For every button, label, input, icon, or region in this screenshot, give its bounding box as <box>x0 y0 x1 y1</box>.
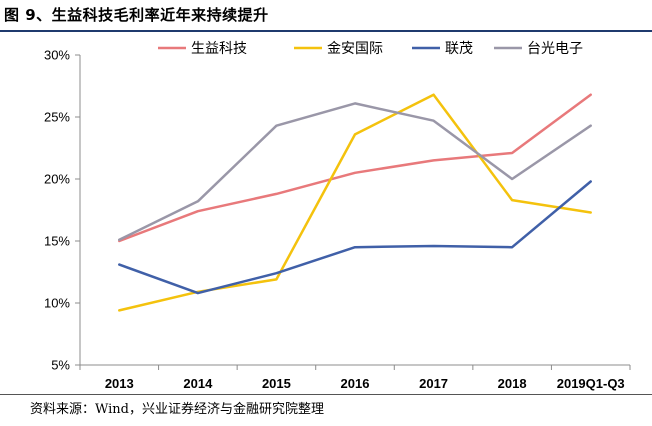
x-tick-label: 2016 <box>341 376 370 391</box>
x-tick-label: 2017 <box>419 376 448 391</box>
x-tick-label: 2015 <box>262 376 291 391</box>
x-axis: 2013 2014 2015 2016 2017 2018 2019Q1-Q3 <box>79 364 631 391</box>
source-rule <box>0 394 652 395</box>
x-tick-label: 2013 <box>105 376 134 391</box>
figure-title: 图 9、生益科技毛利率近年来持续提升 <box>4 6 269 24</box>
y-tick-label: 20% <box>44 172 70 187</box>
series-lines <box>118 93 592 312</box>
legend-label: 生益科技 <box>191 41 247 57</box>
legend-label: 台光电子 <box>527 41 583 57</box>
line-chart: 生益科技 金安国际 联茂 台光电子 5%10%15%20%25%30% 2013 201… <box>44 40 631 391</box>
series-line-4 <box>118 102 592 242</box>
y-tick-label: 25% <box>44 110 70 125</box>
x-tick-label: 2019Q1-Q3 <box>557 376 625 391</box>
y-tick-label: 15% <box>44 234 70 249</box>
x-tick-label: 2018 <box>498 376 527 391</box>
title-rule <box>0 30 652 32</box>
series-line-1 <box>118 93 592 243</box>
y-tick-label: 5% <box>51 358 70 373</box>
x-tick-label: 2014 <box>183 376 213 391</box>
source-note: 资料来源：Wind，兴业证券经济与金融研究院整理 <box>30 402 324 417</box>
y-tick-label: 10% <box>44 296 70 311</box>
legend-label: 联茂 <box>445 40 473 57</box>
chart-legend: 生益科技 金安国际 联茂 台光电子 <box>158 40 583 57</box>
series-line-3 <box>118 180 592 295</box>
series-line-2 <box>118 93 592 312</box>
legend-label: 金安国际 <box>327 41 383 57</box>
y-axis: 5% 10% 15% 20% 25% 30% <box>44 48 81 373</box>
y-tick-label: 30% <box>44 48 70 63</box>
